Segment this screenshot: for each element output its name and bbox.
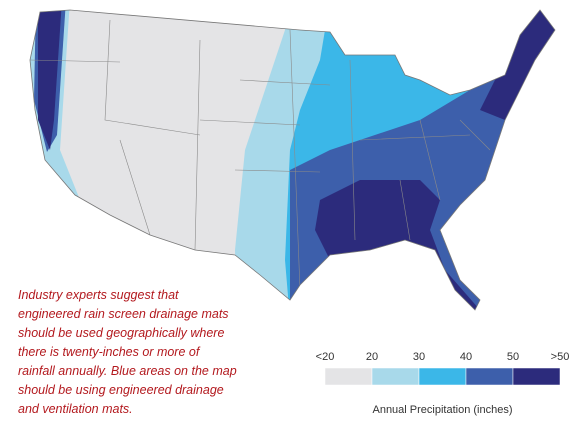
note-line: should be used geographically where [18,326,225,340]
legend-title: Annual Precipitation (inches) [372,404,512,416]
legend-label: <20 [316,351,335,363]
legend-label: 40 [460,351,472,363]
legend-label: >50 [551,351,570,363]
note-line: should be using engineered drainage [18,383,224,397]
note-line: there is twenty-inches or more of [18,345,200,359]
note-line: engineered rain screen drainage mats [18,307,229,321]
note-line: Industry experts suggest that [18,288,179,302]
legend-swatch [371,367,420,386]
note-line: rainfall annually. Blue areas on the map [18,364,237,378]
legend-label: 20 [366,351,378,363]
legend-swatch [512,367,561,386]
note-line: and ventilation mats. [18,402,133,416]
legend-swatch [418,367,467,386]
legend-swatch [324,367,373,386]
legend-label: 50 [507,351,519,363]
legend: <20 20 30 40 50 >50 Annual Precipitation (inch… [316,351,570,416]
legend-label: 30 [413,351,425,363]
legend-swatch [465,367,514,386]
note: Industry experts suggest that engineered … [18,286,318,419]
